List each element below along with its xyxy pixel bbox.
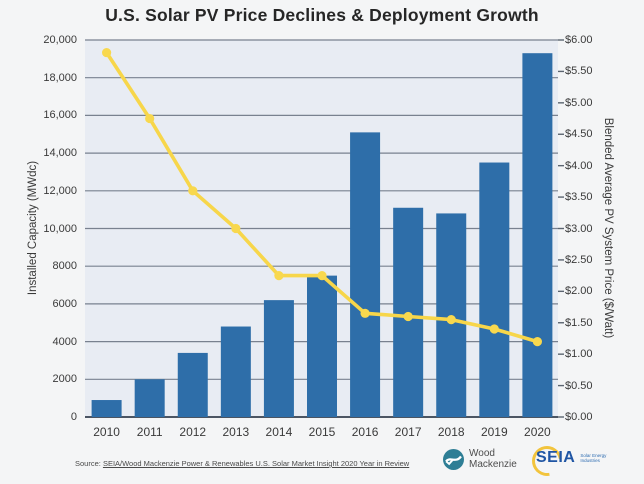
y-right-tick-label: $4.50 (565, 128, 593, 141)
line-point-2019 (489, 324, 499, 334)
y-right-tick-label: $5.50 (565, 65, 593, 78)
y-right-tick-label: $6.00 (565, 34, 593, 46)
chart-plot (85, 39, 564, 418)
y-right-tick-label: $1.00 (565, 348, 593, 361)
seia-tagline-line1: Solar Energy (580, 452, 607, 458)
x-tick-2016: 2016 (351, 425, 379, 439)
y-right-tick-label: $0.00 (565, 411, 593, 423)
line-point-2015 (317, 271, 327, 281)
x-tick-2010: 2010 (93, 425, 120, 439)
line-point-2014 (274, 271, 284, 281)
wood-mackenzie-icon (443, 449, 464, 470)
y-right-tick-label: $5.00 (565, 96, 593, 109)
x-tick-2011: 2011 (136, 425, 163, 439)
x-tick-2020: 2020 (524, 425, 551, 439)
seia-tagline-line2: Industries (580, 458, 600, 463)
y-left-tick-label: 8000 (52, 260, 77, 273)
wood-mackenzie-line2: Mackenzie (469, 458, 517, 470)
seia-tagline: Solar Energy Industries (580, 453, 606, 464)
line-point-2010 (102, 47, 112, 58)
y-left-tick-label: 4000 (52, 335, 77, 348)
y-right-tick-label: $3.00 (565, 222, 593, 235)
seia-wordmark: SEIA (536, 449, 576, 466)
y-right-tick-label: $2.00 (565, 285, 593, 298)
x-tick-2012: 2012 (179, 425, 207, 439)
x-tick-2015: 2015 (308, 425, 336, 439)
seia-logo: SEIA Solar Energy Industries (526, 440, 606, 482)
line-point-2018 (446, 315, 456, 325)
wood-mackenzie-line1: Wood (469, 448, 495, 459)
x-tick-2018: 2018 (437, 425, 465, 439)
y-right-tick-label: $2.50 (565, 253, 593, 266)
wood-mackenzie-logo: Wood Mackenzie (443, 448, 517, 470)
bar-2015 (307, 275, 337, 417)
line-point-2020 (532, 337, 542, 347)
y-right-tick-label: $3.50 (565, 191, 593, 204)
y-left-tick-label: 12,000 (43, 184, 77, 197)
y-left-tick-label: 10,000 (43, 222, 77, 235)
y-right-tick-label: $4.00 (565, 159, 593, 172)
line-point-2016 (360, 308, 370, 318)
y-left-tick-label: 16,000 (43, 109, 77, 122)
y-right-tick-label: $0.50 (565, 379, 593, 392)
chart-title: U.S. Solar PV Price Declines & Deploymen… (105, 5, 539, 25)
bar-2013 (220, 326, 251, 417)
y-left-tick-label: 0 (70, 411, 77, 423)
bar-2016 (350, 132, 381, 417)
y-axis-right: $6.00 $5.50 $5.00 $4.50 $4.00 $3.50 $3.00 $2.50… (565, 0, 625, 484)
line-point-2017 (403, 311, 413, 322)
bar-2010 (91, 400, 122, 417)
bar-2012 (177, 352, 208, 417)
y-axis-left: 20,000 18,000 16,000 14,000 12,000 10,000 8000… (0, 0, 80, 484)
y-left-tick-label: 6000 (52, 297, 77, 310)
bar-2019 (479, 162, 510, 417)
y-axis-right-title: Blended Average PV System Price ($/Watt) (602, 117, 614, 339)
x-tick-2017: 2017 (394, 425, 422, 439)
x-tick-2013: 2013 (222, 425, 250, 439)
line-point-2013 (231, 223, 241, 234)
wood-mackenzie-wordmark: Wood Mackenzie (469, 448, 517, 470)
line-point-2011 (145, 113, 155, 124)
y-left-tick-label: 18,000 (43, 71, 77, 84)
y-left-tick-label: 14,000 (43, 147, 77, 160)
bar-2020 (522, 53, 553, 417)
bar-2014 (263, 300, 294, 417)
x-tick-2019: 2019 (480, 425, 508, 439)
y-left-tick-label: 20,000 (43, 34, 77, 46)
source-prefix: Source: (75, 459, 103, 468)
bar-2011 (134, 379, 165, 417)
y-right-tick-label: $1.50 (565, 316, 593, 329)
x-tick-2014: 2014 (265, 425, 293, 439)
y-left-tick-label: 2000 (52, 373, 77, 386)
y-axis-left-title: Installed Capacity (MWdc) (27, 160, 39, 296)
line-point-2012 (188, 186, 198, 196)
source-link[interactable]: SEIA/Wood Mackenzie Power & Renewables U… (102, 459, 410, 468)
source-caption: Source: SEIA/Wood Mackenzie Power & Rene… (75, 459, 409, 468)
